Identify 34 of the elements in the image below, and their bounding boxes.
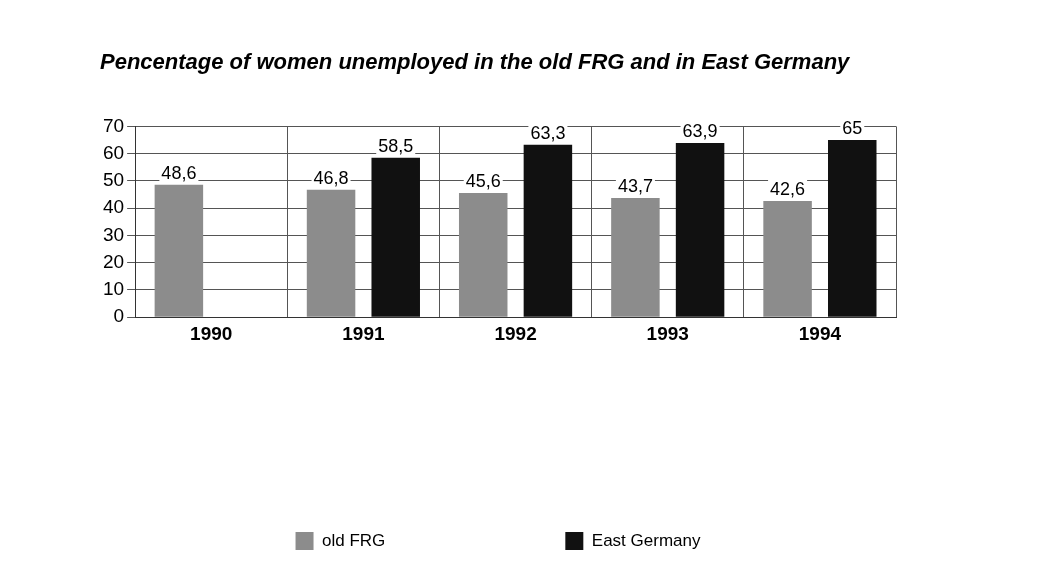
bar bbox=[763, 201, 812, 317]
data-label: 45,6 bbox=[465, 170, 501, 191]
data-label: 42,6 bbox=[770, 179, 806, 200]
y-tick-label: 40 bbox=[102, 196, 125, 218]
data-label: 65 bbox=[842, 118, 863, 138]
bar bbox=[611, 198, 660, 317]
x-tick-label: 1991 bbox=[342, 322, 385, 344]
data-label: 58,5 bbox=[378, 135, 414, 156]
chart-title: Pencentage of women unemployed in the old FRG and in East Germany bbox=[100, 49, 852, 75]
y-tick-label: 60 bbox=[102, 141, 125, 163]
bar bbox=[154, 184, 204, 317]
bar bbox=[458, 192, 508, 317]
x-tick-label: 1994 bbox=[798, 322, 842, 344]
data-label: 43,7 bbox=[617, 176, 653, 197]
y-tick-label: 70 bbox=[102, 114, 125, 136]
y-tick-label: 0 bbox=[113, 305, 125, 327]
legend-label: old FRG bbox=[322, 530, 386, 550]
x-tick-label: 1992 bbox=[494, 322, 537, 344]
data-label: 46,8 bbox=[313, 167, 349, 188]
bar bbox=[523, 144, 573, 317]
y-tick-label: 30 bbox=[102, 223, 125, 245]
x-tick-label: 1990 bbox=[190, 322, 233, 344]
bar bbox=[828, 140, 877, 317]
data-label: 48,6 bbox=[161, 162, 197, 183]
x-tick-label: 1993 bbox=[646, 322, 689, 344]
bar bbox=[306, 189, 356, 317]
y-tick-label: 20 bbox=[102, 250, 125, 272]
y-tick-label: 10 bbox=[102, 278, 125, 300]
data-label: 63,3 bbox=[530, 122, 566, 143]
legend-label: East Germany bbox=[591, 530, 701, 550]
y-tick-label: 50 bbox=[102, 169, 125, 191]
data-label: 63,9 bbox=[682, 121, 718, 141]
bar bbox=[371, 157, 420, 317]
bar bbox=[675, 143, 725, 317]
